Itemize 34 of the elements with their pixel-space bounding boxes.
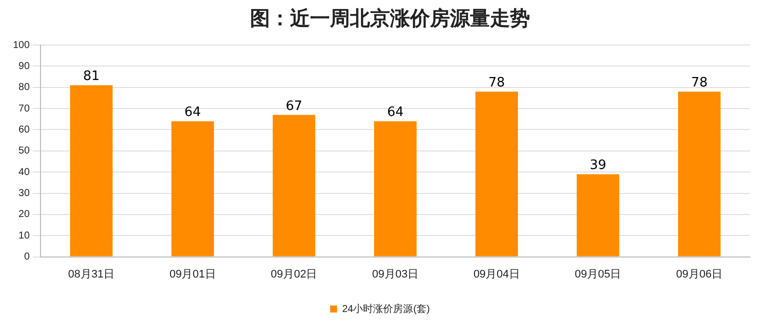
y-tick-label: 90 [18, 60, 30, 72]
y-tick-label: 20 [18, 209, 30, 220]
bar [374, 121, 417, 256]
bar [272, 114, 316, 256]
x-tick-label: 09月06日 [676, 268, 723, 280]
data-label: 78 [691, 75, 708, 90]
y-tick-label: 70 [18, 103, 30, 114]
bar [70, 85, 113, 256]
bar [171, 121, 214, 256]
chart-title: 图：近一周北京涨价房源量走势 [249, 5, 531, 32]
data-label: 81 [83, 69, 100, 84]
data-label: 78 [488, 75, 505, 90]
x-tick-label: 09月05日 [574, 268, 622, 280]
y-tick-label: 100 [12, 40, 30, 51]
y-tick-label: 50 [18, 146, 30, 157]
y-tick-label: 40 [18, 166, 30, 178]
x-tick-label: 09月02日 [270, 268, 318, 280]
data-label: 39 [590, 158, 606, 174]
y-tick-label: 0 [24, 252, 30, 263]
legend-label: 24小时涨价房源(套) [342, 302, 430, 315]
y-tick-label: 10 [18, 230, 30, 242]
x-tick-label: 09月03日 [372, 268, 419, 280]
bar [576, 174, 620, 256]
x-tick-label: 08月31日 [68, 268, 115, 280]
x-tick-label: 09月01日 [169, 268, 216, 280]
y-tick-label: 60 [18, 124, 30, 136]
data-label: 64 [387, 105, 404, 120]
y-tick-label: 80 [18, 82, 30, 94]
x-tick-label: 09月04日 [473, 268, 520, 280]
bar [678, 92, 721, 256]
data-label: 64 [184, 105, 201, 120]
data-label: 67 [286, 98, 302, 114]
y-tick-label: 30 [18, 188, 30, 200]
bar [475, 92, 518, 256]
